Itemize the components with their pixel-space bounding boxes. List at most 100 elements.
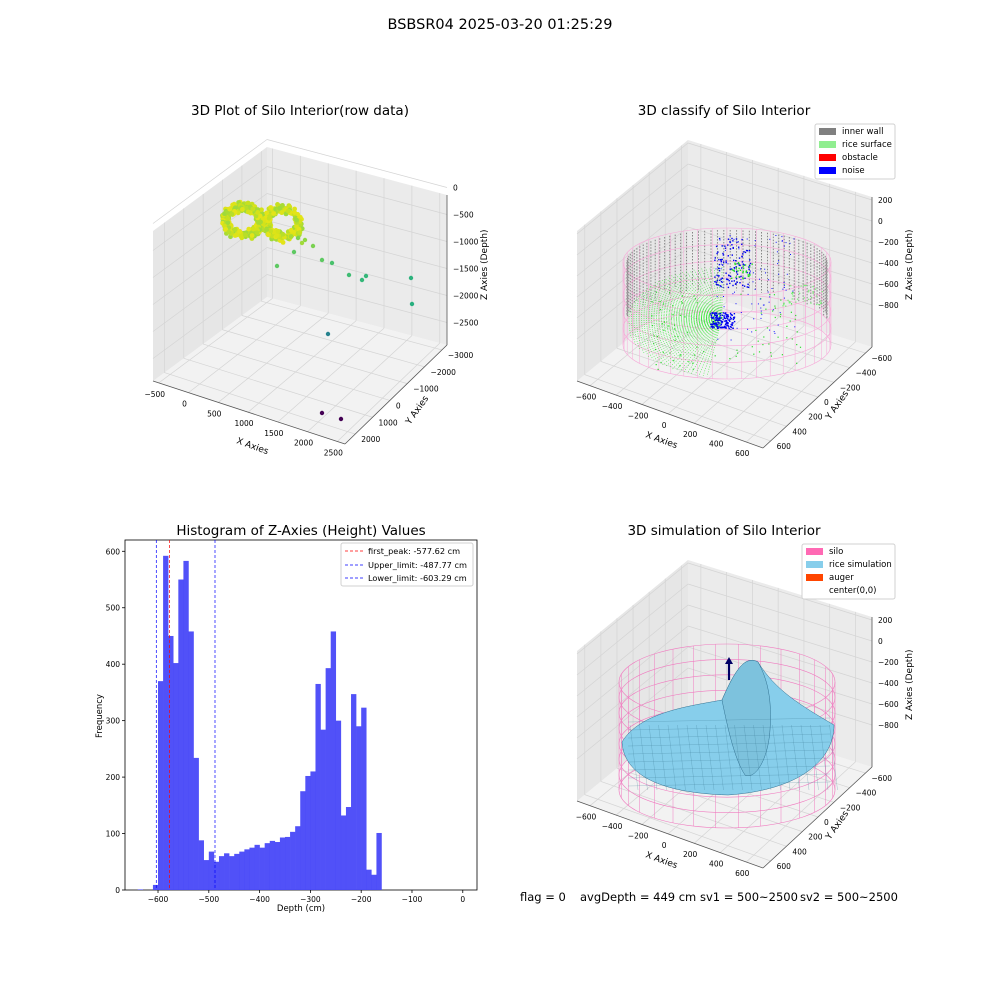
rice-surface-point xyxy=(627,317,723,327)
rice-surface-point xyxy=(789,320,791,322)
rice-surface-point xyxy=(660,361,662,364)
noise-point xyxy=(714,276,716,278)
rice-surface-point xyxy=(810,302,812,304)
y-tick-label: −600 xyxy=(871,354,892,363)
rice-surface-point xyxy=(673,324,676,326)
z-tick-label: −1500 xyxy=(453,265,479,274)
noise-point xyxy=(738,246,740,248)
raw-point xyxy=(225,215,231,221)
rice-mesh-line xyxy=(743,724,753,791)
z-tick-label: −200 xyxy=(878,238,899,247)
noise-point xyxy=(720,261,722,263)
noise-point xyxy=(717,267,720,269)
rice-surface-point xyxy=(780,299,782,301)
noise-point xyxy=(727,238,730,240)
histogram-bar xyxy=(366,869,372,890)
rice-mesh-line xyxy=(800,724,810,791)
noise-point xyxy=(725,278,728,280)
noise-point xyxy=(717,317,719,319)
noise-point xyxy=(711,324,714,326)
rice-surface-point xyxy=(651,325,654,327)
grid-line xyxy=(247,320,357,413)
noise-point xyxy=(714,257,716,259)
noise-point xyxy=(714,322,716,325)
histogram-bar xyxy=(249,847,255,890)
noise-point xyxy=(731,280,733,282)
noise-point xyxy=(729,248,732,250)
rice-surface-point xyxy=(656,317,723,363)
rice-mesh-line xyxy=(627,717,831,723)
x-tick-label: 0 xyxy=(662,841,667,850)
grid-line xyxy=(600,361,787,427)
histogram-bar xyxy=(264,843,271,890)
noise-point xyxy=(724,249,726,251)
histogram-bar xyxy=(213,861,220,890)
histogram-bar xyxy=(193,757,199,890)
histogram-bar xyxy=(198,840,204,890)
noise-point xyxy=(769,329,771,331)
noise-point xyxy=(725,316,728,318)
grid-line xyxy=(584,374,771,442)
rice-surface-point xyxy=(713,267,723,319)
grid-line xyxy=(576,625,689,718)
z-tick-label: −1000 xyxy=(453,238,479,247)
noise-point xyxy=(742,253,744,255)
noise-point xyxy=(733,320,736,323)
rice-surface-point xyxy=(661,279,723,319)
noise-point xyxy=(736,241,738,243)
noise-point xyxy=(728,319,730,321)
noise-point xyxy=(781,240,783,242)
raw-point xyxy=(255,210,261,215)
noise-point xyxy=(740,279,742,281)
raw-point xyxy=(310,243,316,249)
figure-title: BSBSR04 2025-03-20 01:25:29 xyxy=(387,17,613,33)
rice-surface-point xyxy=(781,354,783,356)
rice-surface-point xyxy=(681,271,723,319)
noise-point xyxy=(715,268,717,270)
raw-point xyxy=(246,226,252,232)
rice-surface-point xyxy=(694,298,696,300)
noise-point xyxy=(712,322,715,325)
noise-point xyxy=(720,319,722,322)
rice-surface-point xyxy=(810,297,813,299)
legend-label-inner-wall: inner wall xyxy=(842,127,883,137)
rice-surface-point xyxy=(786,325,788,327)
histogram-x-tick-label: −400 xyxy=(249,895,270,904)
noise-point xyxy=(769,238,771,240)
x-tick-label: 500 xyxy=(207,409,222,418)
histogram-bar xyxy=(269,840,276,890)
noise-point xyxy=(718,275,720,277)
raw-point xyxy=(231,201,237,207)
grid-line xyxy=(266,247,448,296)
noise-point xyxy=(747,328,749,330)
noise-point xyxy=(724,313,726,315)
histogram-ylabel: Frequency xyxy=(95,694,105,738)
rice-surface-point xyxy=(714,355,716,357)
histogram-bar xyxy=(285,836,291,890)
rice-surface-point xyxy=(696,302,698,304)
rice-surface-point xyxy=(796,344,798,346)
noise-point xyxy=(713,313,716,315)
noise-point xyxy=(733,317,735,320)
legend-swatch-obstacle xyxy=(819,154,836,161)
noise-point xyxy=(741,261,744,263)
y-tick-label: 400 xyxy=(792,427,807,436)
histogram-bar xyxy=(254,844,260,890)
noise-point xyxy=(781,236,783,238)
rice-surface-point xyxy=(779,316,781,318)
raw-point xyxy=(225,220,231,226)
legend-label-silo: silo xyxy=(829,547,843,557)
noise-point xyxy=(713,318,715,320)
noise-point xyxy=(728,275,730,277)
rice-surface-point xyxy=(674,328,676,330)
rice-surface-point xyxy=(635,317,723,345)
raw-point xyxy=(268,205,274,210)
noise-point xyxy=(762,304,764,306)
rice-mesh-line xyxy=(819,724,829,791)
rice-surface-point xyxy=(736,349,738,351)
status-sv2: sv2 = 500~2500 xyxy=(800,890,898,904)
rice-surface-point xyxy=(742,271,744,274)
rice-surface-point xyxy=(633,302,723,319)
grid-line xyxy=(687,604,873,663)
y-tick-label: 600 xyxy=(777,442,792,451)
